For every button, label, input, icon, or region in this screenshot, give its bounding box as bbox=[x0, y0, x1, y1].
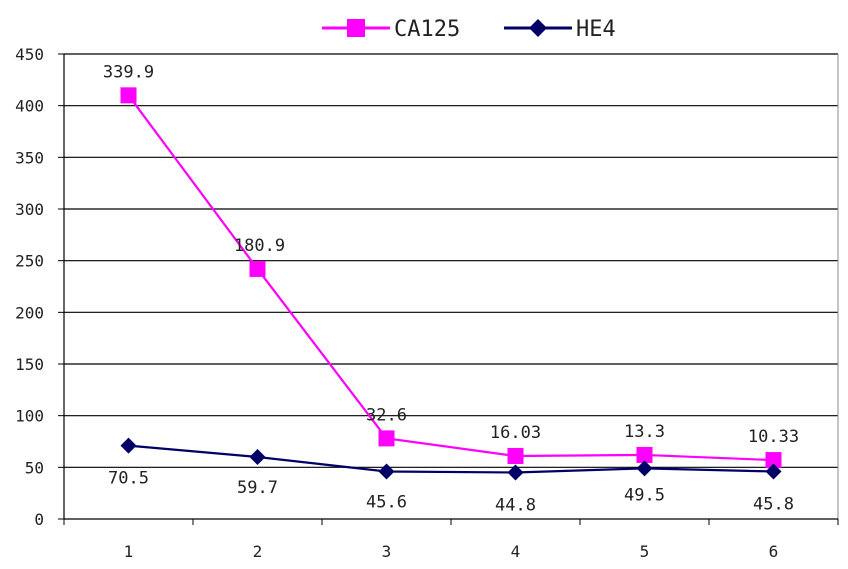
y-tick-label-450: 450 bbox=[15, 45, 44, 64]
axes: 0 50 100 150 200 250 300 350 400 450 1 2 3 4 5 6 bbox=[15, 45, 839, 561]
data-label-ca125-4: 16.03 bbox=[490, 423, 541, 443]
point-ca125-3 bbox=[378, 430, 395, 447]
point-ca125-4 bbox=[507, 447, 524, 464]
data-label-he4-5: 49.5 bbox=[624, 485, 665, 505]
point-ca125-6 bbox=[765, 452, 782, 469]
grid-lines bbox=[64, 53, 838, 468]
legend-marker-ca125 bbox=[347, 19, 365, 37]
point-he4-3 bbox=[378, 463, 395, 480]
point-he4-4 bbox=[507, 464, 524, 481]
point-he4-6 bbox=[765, 463, 782, 480]
legend-label-ca125: CA125 bbox=[394, 17, 460, 42]
y-tick-label-300: 300 bbox=[15, 200, 44, 219]
y-tick-label-100: 100 bbox=[15, 407, 44, 426]
y-tick-label-200: 200 bbox=[15, 303, 44, 322]
data-label-ca125-6: 10.33 bbox=[748, 427, 799, 447]
data-label-he4-6: 45.8 bbox=[753, 494, 794, 514]
y-tick-label-0: 0 bbox=[34, 510, 44, 529]
data-label-ca125-2: 180.9 bbox=[234, 236, 285, 256]
y-tick-label-50: 50 bbox=[25, 458, 44, 477]
legend: CA125 HE4 bbox=[322, 17, 616, 42]
data-label-he4-4: 44.8 bbox=[495, 496, 536, 516]
legend-marker-he4 bbox=[529, 19, 547, 37]
point-he4-1 bbox=[120, 437, 137, 454]
y-tick-label-250: 250 bbox=[15, 252, 44, 271]
point-he4-5 bbox=[636, 460, 653, 477]
data-label-ca125-1: 339.9 bbox=[103, 62, 154, 82]
y-tick-label-150: 150 bbox=[15, 355, 44, 374]
point-ca125-1 bbox=[120, 87, 137, 104]
data-labels: 339.9 180.9 32.6 16.03 13.3 10.33 70.5 59.7 45.6… bbox=[103, 62, 799, 515]
x-tick-label-5: 5 bbox=[640, 542, 650, 561]
data-label-he4-1: 70.5 bbox=[108, 469, 149, 489]
data-label-he4-3: 45.6 bbox=[366, 492, 407, 512]
x-tick-label-1: 1 bbox=[124, 542, 134, 561]
x-tick-label-2: 2 bbox=[253, 542, 263, 561]
point-he4-2 bbox=[249, 449, 266, 465]
series-line-ca125 bbox=[127, 94, 774, 462]
point-ca125-5 bbox=[636, 446, 653, 463]
data-label-ca125-5: 13.3 bbox=[624, 422, 665, 442]
data-label-ca125-3: 32.6 bbox=[366, 405, 407, 425]
series-line-he4 bbox=[128, 444, 774, 474]
x-tick-label-4: 4 bbox=[511, 542, 521, 561]
y-tick-label-400: 400 bbox=[15, 97, 44, 116]
point-ca125-2 bbox=[249, 260, 266, 277]
y-tick-label-350: 350 bbox=[15, 148, 44, 167]
x-tick-label-6: 6 bbox=[769, 542, 779, 561]
series bbox=[120, 87, 782, 481]
x-tick-label-3: 3 bbox=[382, 542, 392, 561]
legend-label-he4: HE4 bbox=[576, 17, 616, 42]
data-label-he4-2: 59.7 bbox=[237, 478, 278, 498]
